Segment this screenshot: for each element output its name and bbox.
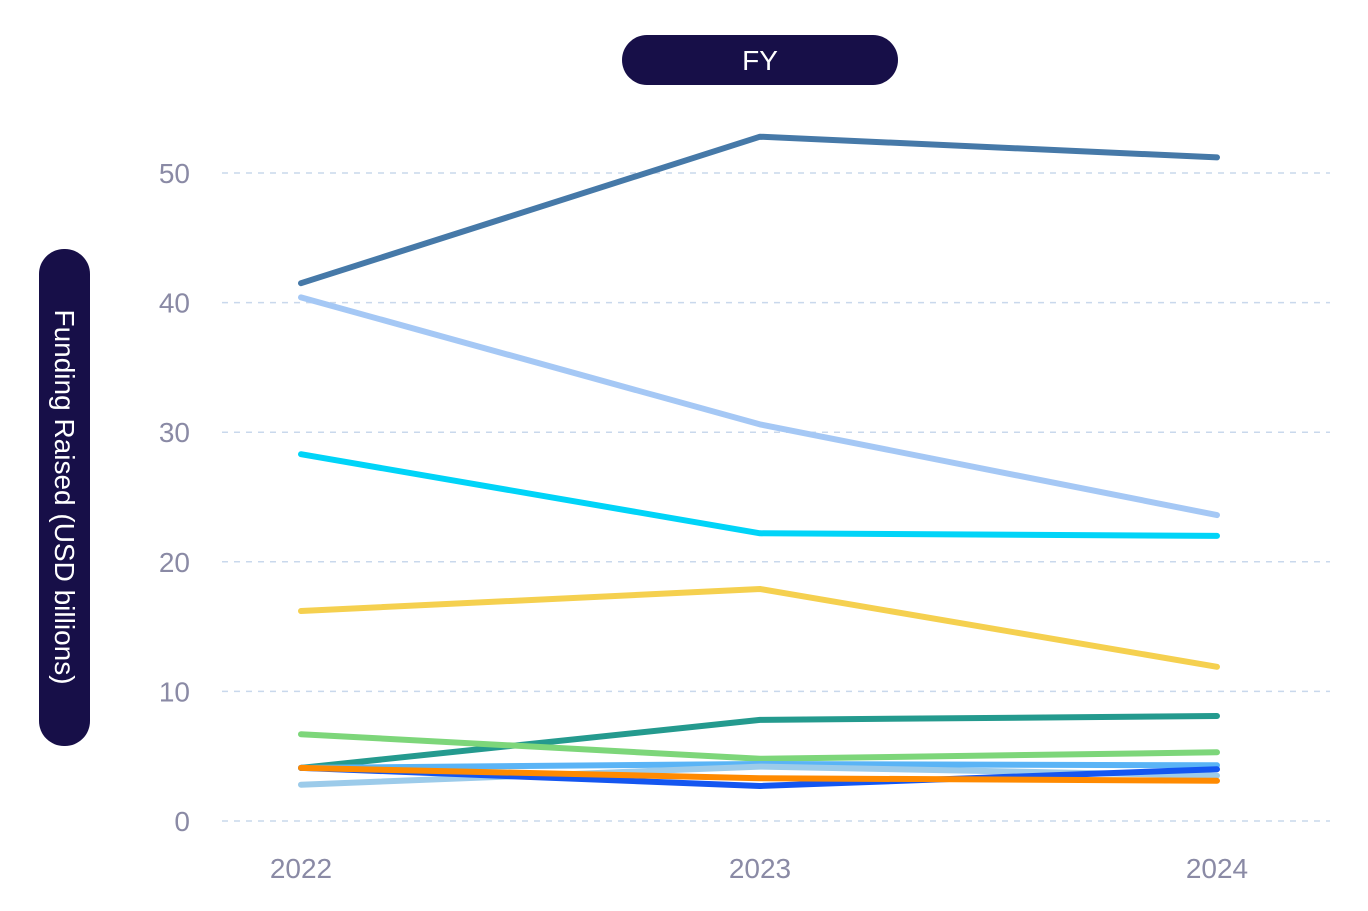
- y-axis-title-pill: Funding Raised (USD billions): [39, 249, 90, 746]
- series-line-5: [298, 713, 1220, 771]
- series-line-1: [298, 133, 1220, 287]
- series-lines: [298, 133, 1220, 789]
- series-line-10: [298, 764, 1220, 784]
- y-tick-label: 0: [174, 806, 190, 837]
- series-line-6: [298, 731, 1220, 762]
- gridlines: [222, 172, 1330, 822]
- y-tick-label: 30: [159, 417, 190, 448]
- y-tick-label: 20: [159, 547, 190, 578]
- y-tick-labels: 0 10 20 30 40 50: [159, 158, 190, 837]
- x-tick-label: 2024: [1186, 853, 1248, 884]
- series-line-2: [298, 294, 1220, 519]
- y-tick-label: 40: [159, 288, 190, 319]
- x-axis-title-background: [622, 35, 898, 85]
- y-tick-label: 50: [159, 158, 190, 189]
- x-tick-label: 2022: [270, 853, 332, 884]
- x-axis-title: FY: [742, 45, 778, 76]
- y-tick-label: 10: [159, 676, 190, 707]
- series-line-4: [298, 586, 1220, 670]
- x-tick-labels: 2022 2023 2024: [270, 853, 1248, 884]
- x-axis-title-pill: FY: [622, 35, 898, 85]
- y-axis-title: Funding Raised (USD billions): [49, 309, 80, 684]
- x-tick-label: 2023: [729, 853, 791, 884]
- series-line-3: [298, 451, 1220, 539]
- y-axis-title-background: [39, 249, 90, 746]
